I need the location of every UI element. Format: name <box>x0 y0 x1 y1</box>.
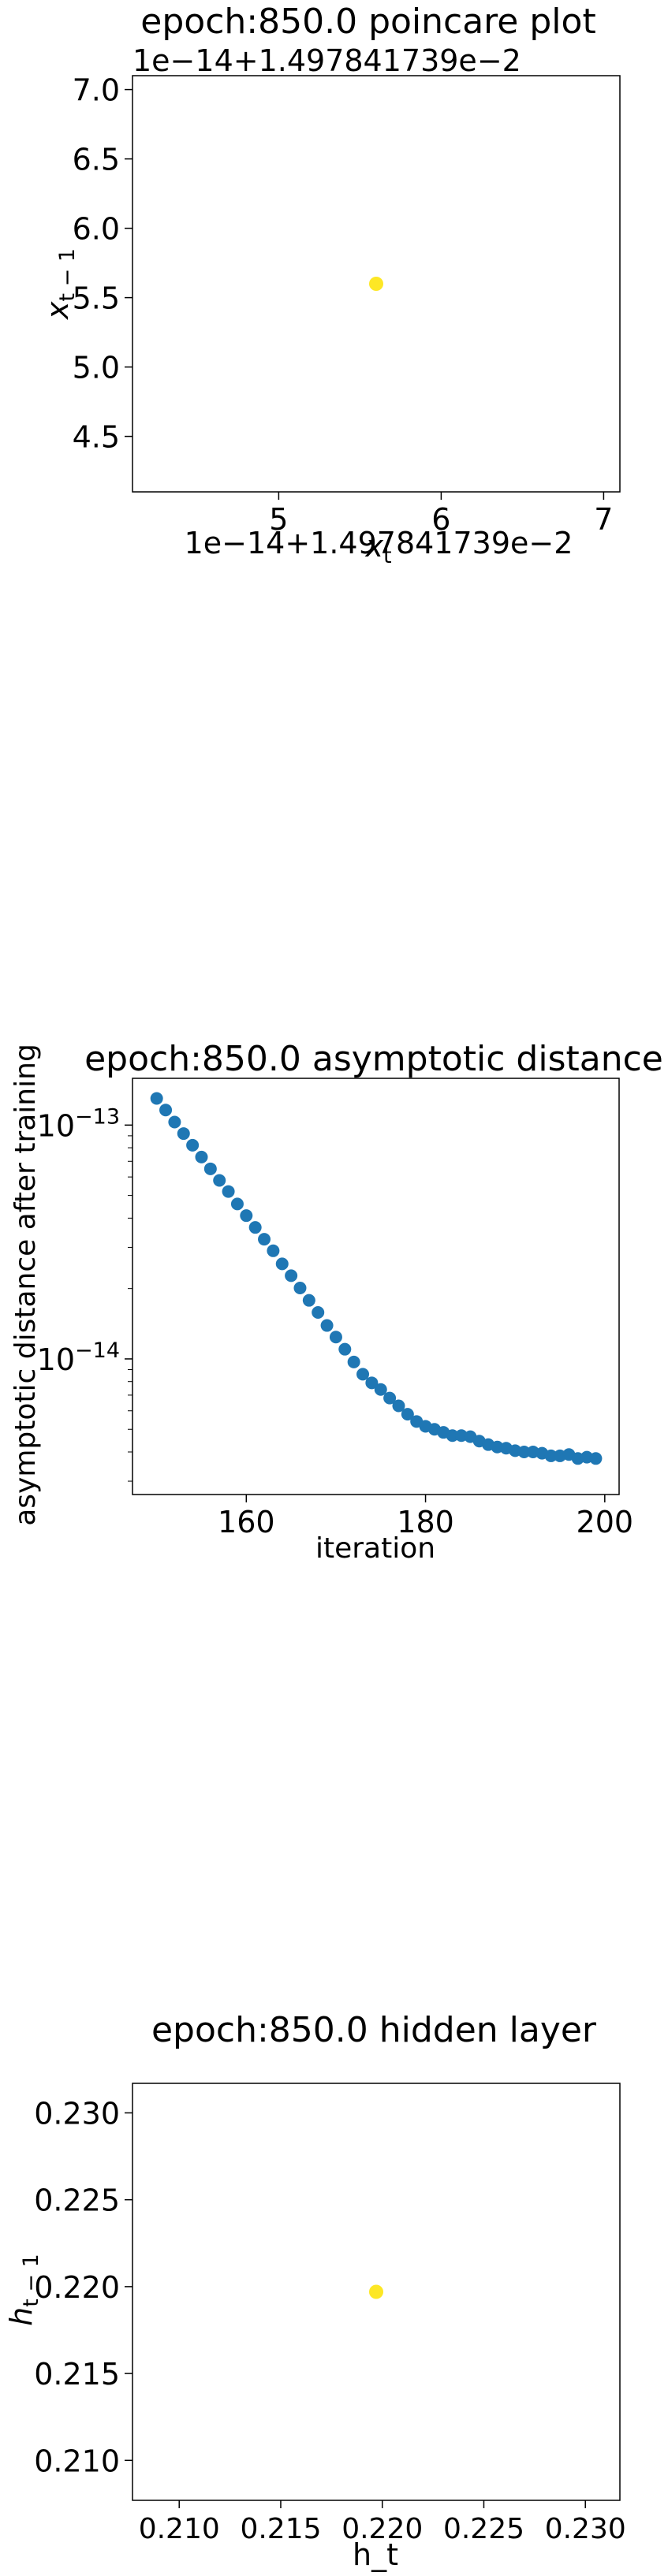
asymptotic-x-ticks: 160 180 200 <box>218 1495 633 1539</box>
data-point <box>356 1368 370 1381</box>
poincare-x-offset-label: 1e−14+1.497841739e−2 <box>185 526 573 560</box>
poincare-title: epoch:850.0 poincare plot <box>140 2 595 42</box>
asymptotic-x-axis-label: iteration <box>315 1532 435 1565</box>
data-point <box>369 2284 383 2299</box>
hidden-layer-y-ticks: 0.210 0.215 0.220 0.225 0.230 <box>34 2096 132 2478</box>
data-point <box>517 1445 531 1458</box>
data-point <box>222 1185 235 1198</box>
data-point <box>589 1452 603 1465</box>
hidden-layer-x-ticks: 0.210 0.215 0.220 0.225 0.230 <box>139 2500 626 2545</box>
poincare-y-ticks: 4.5 5.0 5.5 6.0 6.5 7.0 <box>73 73 132 455</box>
hidden-layer-y-axis-label: ht − 1 <box>4 2254 43 2326</box>
data-point <box>168 1115 181 1129</box>
data-point <box>293 1282 307 1295</box>
x-tick-label: 200 <box>577 1505 634 1539</box>
y-tick-label: 6.5 <box>73 143 120 177</box>
data-point <box>248 1221 262 1234</box>
data-point <box>186 1138 200 1152</box>
hidden-layer-x-axis-label: h_t <box>353 2537 398 2572</box>
x-tick-label: 160 <box>218 1505 275 1539</box>
asymptotic-plot-area <box>132 1078 620 1495</box>
data-point <box>267 1244 280 1257</box>
x-tick-label: 0.230 <box>545 2513 626 2545</box>
x-tick-label: 0.210 <box>139 2513 220 2545</box>
y-tick-label: 5.5 <box>73 281 120 316</box>
x-tick-label: 7 <box>594 502 613 537</box>
data-point <box>401 1408 414 1421</box>
x-tick-label: 0.215 <box>240 2513 321 2545</box>
data-point <box>369 277 383 291</box>
hidden-layer-chart: epoch:850.0 hidden layer 0.210 0.215 0.220… <box>4 2010 626 2572</box>
data-point <box>177 1127 190 1141</box>
data-point <box>213 1174 226 1187</box>
data-point <box>285 1269 298 1282</box>
y-tick-label: 10−14 <box>37 1338 120 1377</box>
data-point <box>446 1429 459 1442</box>
data-point <box>203 1162 217 1175</box>
x-tick-label: 0.220 <box>341 2513 423 2545</box>
x-tick-label: 5 <box>269 502 288 537</box>
asymptotic-title: epoch:850.0 asymptotic distance <box>84 1039 663 1079</box>
data-point <box>320 1319 334 1332</box>
asymptotic-y-minor-ticks <box>128 1135 132 1482</box>
hidden-layer-title: epoch:850.0 hidden layer <box>151 2010 597 2050</box>
y-tick-label: 10−13 <box>37 1104 120 1143</box>
poincare-y-axis-label: xt − 1 <box>40 248 80 320</box>
y-tick-label: 0.220 <box>34 2270 120 2305</box>
poincare-plot-area <box>132 75 621 493</box>
data-point <box>544 1449 558 1462</box>
data-point <box>302 1294 315 1307</box>
data-point <box>338 1342 352 1356</box>
y-tick-label: 0.210 <box>34 2444 120 2478</box>
data-point <box>383 1391 397 1405</box>
data-point <box>275 1257 289 1271</box>
data-point <box>258 1233 271 1246</box>
data-point <box>347 1355 360 1368</box>
poincare-points <box>369 277 383 291</box>
x-tick-label: 0.225 <box>443 2513 524 2545</box>
data-point <box>365 1376 379 1390</box>
poincare-y-offset-label: 1e−14+1.497841739e−2 <box>132 43 521 78</box>
x-tick-label: 180 <box>397 1505 454 1539</box>
asymptotic-points <box>150 1092 603 1465</box>
data-point <box>150 1092 163 1105</box>
data-point <box>374 1383 387 1396</box>
data-point <box>240 1209 253 1223</box>
asymptotic-chart: epoch:850.0 asymptotic distance 10−1410−… <box>9 1039 663 1565</box>
data-point <box>230 1197 244 1211</box>
data-point <box>312 1306 325 1320</box>
data-point <box>392 1399 405 1413</box>
y-tick-label: 7.0 <box>73 73 120 108</box>
hidden-layer-plot-area <box>132 2083 621 2501</box>
y-tick-label: 4.5 <box>73 420 120 455</box>
poincare-chart: epoch:850.0 poincare plot 1e−14+1.497841… <box>40 2 621 568</box>
y-tick-label: 6.0 <box>73 212 120 247</box>
x-tick-label: 6 <box>431 502 450 537</box>
y-tick-label: 0.225 <box>34 2183 120 2218</box>
data-point <box>195 1150 208 1163</box>
hidden-layer-points <box>369 2284 383 2299</box>
y-tick-label: 0.215 <box>34 2357 120 2392</box>
data-point <box>159 1104 173 1117</box>
data-point <box>329 1331 342 1344</box>
poincare-x-axis-label: xt <box>364 529 391 568</box>
asymptotic-y-ticks: 10−14 10−13 <box>37 1104 132 1377</box>
asymptotic-y-axis-label: asymptotic distance after training <box>9 1044 42 1526</box>
y-tick-label: 5.0 <box>73 351 120 385</box>
poincare-x-ticks: 5 6 7 <box>269 492 613 537</box>
y-tick-label: 0.230 <box>34 2096 120 2131</box>
